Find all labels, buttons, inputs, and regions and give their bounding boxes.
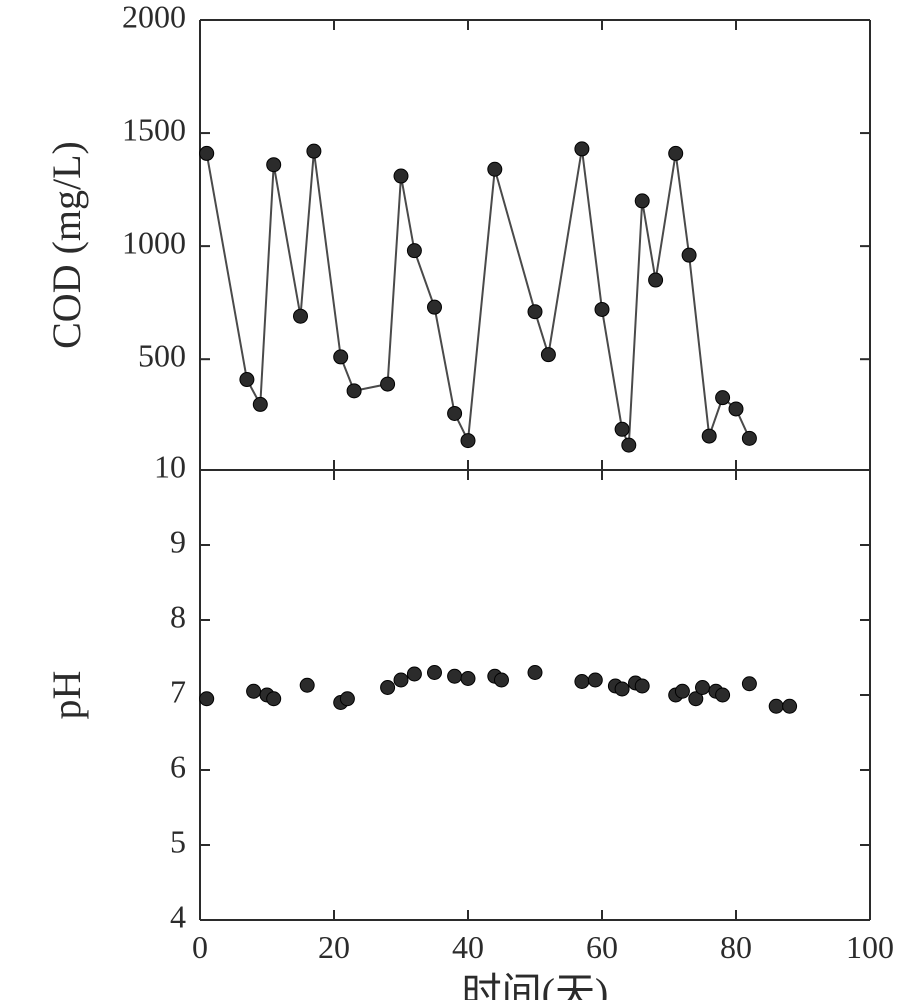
svg-text:COD (mg/L): COD (mg/L) [44,141,89,349]
svg-text:500: 500 [138,338,186,374]
svg-text:9: 9 [170,523,186,559]
svg-text:6: 6 [170,748,186,784]
svg-text:40: 40 [452,929,484,965]
figure-container: 10 500 1000 1500 2000 COD (mg/L) 4 5 6 7 8 9 0 20 40 60… [0,0,917,1000]
svg-text:60: 60 [586,929,618,965]
svg-text:1500: 1500 [122,111,186,147]
svg-text:8: 8 [170,598,186,634]
svg-text:20: 20 [318,929,350,965]
svg-text:7: 7 [170,673,186,709]
svg-text:10: 10 [154,448,186,484]
svg-text:1000: 1000 [122,224,186,260]
svg-text:时间(天): 时间(天) [462,970,609,1000]
figure-svg: 10 500 1000 1500 2000 COD (mg/L) 4 5 6 7 8 9 0 20 40 60… [0,0,917,1000]
svg-text:pH: pH [44,671,89,720]
svg-text:2000: 2000 [122,0,186,34]
svg-text:0: 0 [192,929,208,965]
svg-text:4: 4 [170,898,186,934]
svg-text:5: 5 [170,823,186,859]
svg-text:80: 80 [720,929,752,965]
svg-text:100: 100 [846,929,894,965]
